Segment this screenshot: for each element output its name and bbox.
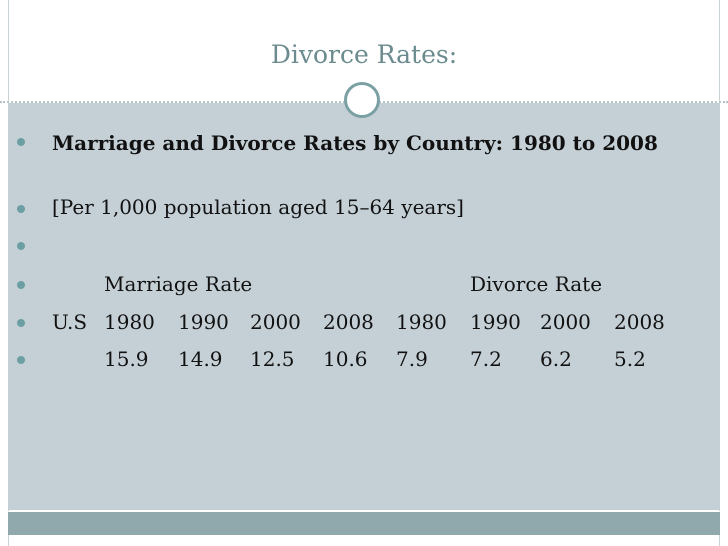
slide-title: Divorce Rates: <box>270 40 458 69</box>
year-header: 1980 <box>396 310 447 334</box>
rate-value: 7.2 <box>470 347 502 371</box>
bullet <box>17 205 25 213</box>
ring-ornament <box>344 82 380 118</box>
bullet <box>17 138 25 146</box>
year-header: 1980 <box>104 310 155 334</box>
bullet <box>17 242 25 250</box>
bullet <box>17 356 25 364</box>
bullet <box>17 281 25 289</box>
year-header: 1990 <box>178 310 229 334</box>
year-header: 1990 <box>470 310 521 334</box>
rate-value: 15.9 <box>104 347 149 371</box>
country-label: U.S <box>52 310 88 334</box>
rate-value: 12.5 <box>250 347 295 371</box>
content-area <box>8 103 720 510</box>
rate-value: 14.9 <box>178 347 223 371</box>
year-header: 2000 <box>250 310 301 334</box>
footer-bar <box>8 511 720 535</box>
year-header: 2008 <box>323 310 374 334</box>
year-header: 2008 <box>614 310 665 334</box>
rate-value: 7.9 <box>396 347 428 371</box>
rate-value: 10.6 <box>323 347 368 371</box>
bullet <box>17 319 25 327</box>
bullet-text: Marriage and Divorce Rates by Country: 1… <box>52 131 658 155</box>
rate-value: 5.2 <box>614 347 646 371</box>
rate-value: 6.2 <box>540 347 572 371</box>
bullet-text: [Per 1,000 population aged 15–64 years] <box>52 195 464 219</box>
group-label: Marriage Rate <box>104 272 253 296</box>
year-header: 2000 <box>540 310 591 334</box>
group-label: Divorce Rate <box>470 272 603 296</box>
